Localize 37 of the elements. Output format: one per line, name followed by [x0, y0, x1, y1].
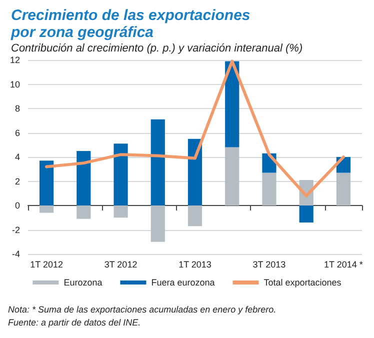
- bar: [114, 206, 128, 218]
- y-tick-label: 12: [10, 55, 20, 65]
- bar: [114, 144, 128, 206]
- bar: [40, 206, 54, 213]
- y-tick-label: 6: [14, 128, 20, 138]
- chart-title: Crecimiento de las exportaciones por zona geográfica: [10, 7, 254, 41]
- bar: [225, 147, 240, 206]
- y-tick-label: -4: [12, 249, 20, 259]
- bar: [150, 206, 165, 242]
- y-tick-label: 0: [14, 200, 20, 210]
- bar: [188, 138, 202, 206]
- y-tick-label: 10: [10, 79, 20, 90]
- x-tick-label: 1T 2013: [178, 260, 212, 270]
- x-tick-label: 1T 2012: [30, 260, 63, 270]
- bar: [225, 61, 240, 148]
- y-tick-label: 4: [14, 152, 20, 162]
- y-tick-label: -2: [12, 224, 20, 235]
- bar: [76, 150, 91, 206]
- y-tick-label: 8: [14, 104, 20, 114]
- bar: [150, 119, 165, 206]
- bar: [40, 160, 54, 206]
- x-tick-label: 3T 2012: [104, 260, 138, 270]
- bar: [262, 172, 276, 206]
- legend-label: Eurozona: [64, 278, 102, 288]
- source-note: Fuente: a partir de datos del INE.: [8, 318, 141, 328]
- bar: [336, 172, 350, 206]
- y-tick-label: 2: [14, 176, 20, 186]
- chart-subtitle: Contribución al crecimiento (p. p.) y variación interanual (%): [11, 42, 303, 54]
- x-tick-label: 3T 2013: [252, 260, 286, 270]
- x-tick-label: 1T 2014 *: [324, 260, 364, 270]
- bar: [299, 206, 314, 222]
- bar: [76, 206, 91, 219]
- legend-label: Total exportaciones: [264, 278, 342, 288]
- legend-label: Fuera eurozona: [151, 278, 215, 288]
- line-series: [45, 60, 345, 198]
- bar: [188, 206, 202, 226]
- text: Nota: * Suma de las exportaciones acumuladas en enero y febrero.: [8, 304, 276, 314]
